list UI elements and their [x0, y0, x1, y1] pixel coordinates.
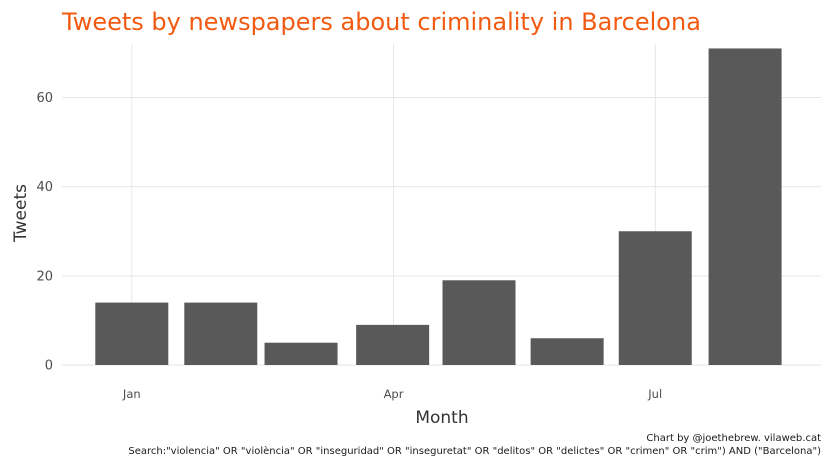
- y-axis-label: Tweets: [11, 184, 31, 243]
- chart-title: Tweets by newspapers about criminality i…: [61, 8, 701, 36]
- y-tick-label: 0: [45, 359, 53, 374]
- y-tick-label: 20: [36, 269, 53, 284]
- bar: [443, 280, 516, 365]
- bar: [619, 231, 692, 365]
- caption-search-query: Search:"violencia" OR "violència" OR "in…: [128, 445, 821, 457]
- x-tick-label: Jan: [122, 387, 141, 401]
- y-tick-label: 40: [36, 180, 53, 195]
- bar: [95, 303, 168, 365]
- bars: [95, 48, 781, 365]
- y-tick-label: 60: [36, 91, 53, 106]
- grid: [62, 44, 821, 365]
- bar: [265, 343, 338, 365]
- bar: [709, 48, 782, 365]
- bar: [531, 338, 604, 365]
- caption-credit: Chart by @joethebrew. vilaweb.cat: [646, 433, 821, 444]
- bar: [184, 303, 257, 365]
- x-tick-label: Jul: [647, 387, 662, 401]
- x-axis-label: Month: [415, 408, 468, 428]
- x-tick-label: Apr: [384, 387, 404, 401]
- bar: [356, 325, 429, 365]
